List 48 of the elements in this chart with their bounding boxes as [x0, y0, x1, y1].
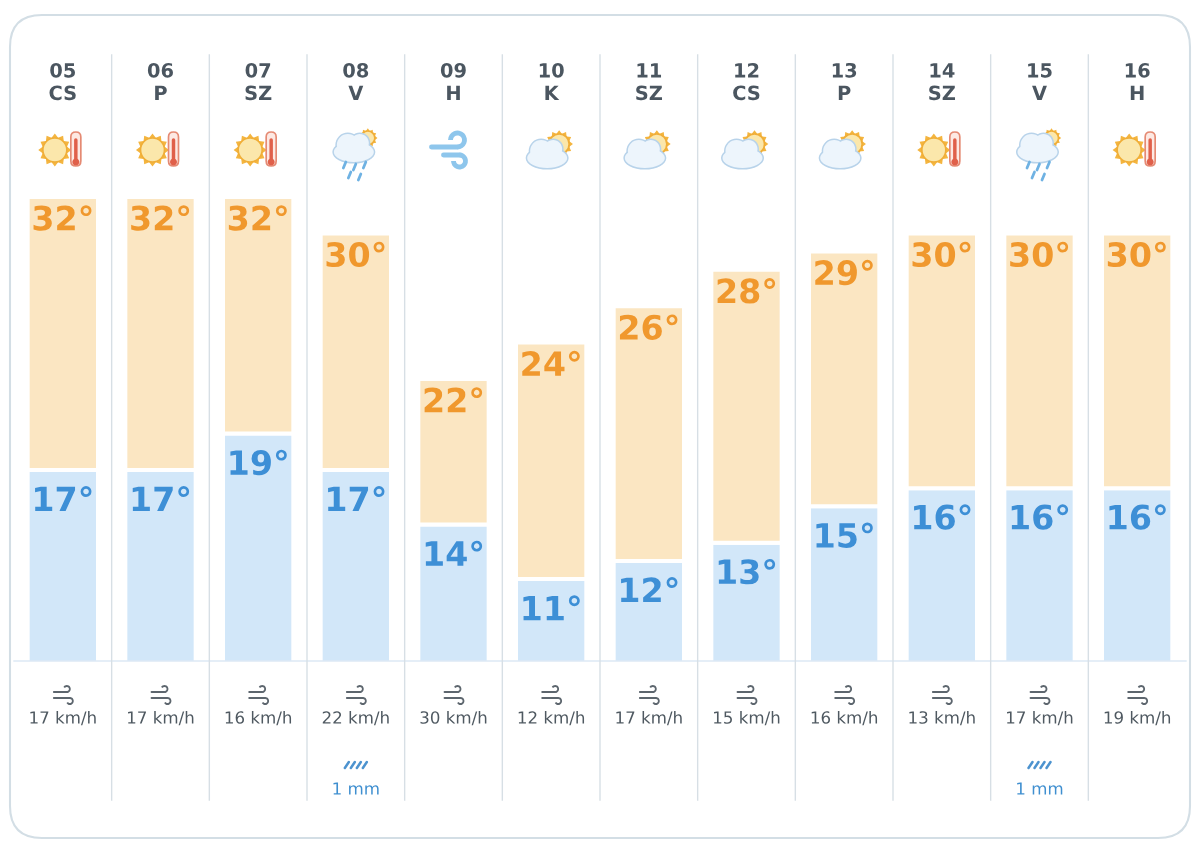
total-label: 30°: [1107, 241, 1166, 268]
text: 30 km/h: [420, 710, 487, 726]
data-label: 16°: [1109, 504, 1166, 530]
total-label: 22°: [424, 387, 483, 413]
text: 22 km/h 1 mm: [322, 710, 389, 795]
data-label: 11°: [523, 595, 580, 621]
text: 17 km/h: [616, 710, 682, 726]
data-label: 19°: [230, 449, 287, 476]
data-label: 14°: [425, 540, 483, 566]
total-label: 32°: [131, 205, 190, 231]
x-tick-label: 15 V: [1028, 63, 1052, 100]
total-label: 32°: [228, 205, 287, 231]
text: 16 km/h: [811, 710, 878, 726]
total-label: 30°: [1010, 241, 1069, 268]
x-tick-label: 08 V: [343, 62, 369, 100]
text: 12 km/h: [518, 710, 585, 726]
data-label: 15°: [816, 522, 873, 548]
x-tick-label: 09 H: [440, 62, 466, 100]
x-tick-label: 14 SZ: [929, 63, 956, 101]
text: 19 km/h: [1104, 710, 1171, 726]
text: 15 km/h: [714, 710, 780, 726]
data-label: 13°: [718, 558, 776, 585]
data-label: 12°: [621, 577, 678, 603]
text: 17 km/h 1 mm: [1007, 710, 1073, 795]
total-label: 29°: [815, 259, 873, 286]
x-tick-label: 07 SZ: [245, 62, 272, 101]
data-label: 16°: [914, 504, 971, 530]
text: 13 km/h: [909, 710, 975, 726]
x-tick-label: 10 K: [539, 62, 564, 100]
total-label: 24°: [522, 350, 580, 376]
x-tick-label: 06 P: [147, 62, 173, 100]
total-label: 30°: [912, 241, 971, 268]
text: 17 km/h: [30, 710, 96, 726]
total-label: 30°: [326, 241, 385, 268]
data-label: 17°: [328, 486, 385, 512]
text: 16 km/h: [225, 710, 292, 726]
data-label: 16°: [1011, 504, 1069, 530]
data-label: 17°: [132, 486, 190, 512]
x-tick-label: 13 P: [832, 62, 857, 100]
total-label: 28°: [717, 278, 776, 304]
x-tick-label: 16 H: [1125, 62, 1150, 100]
total-label: 26°: [619, 314, 678, 340]
data-label: 17°: [35, 486, 92, 512]
total-label: 32°: [33, 205, 92, 231]
x-tick-label: 12 CS: [733, 62, 760, 101]
x-tick-label: 11 SZ: [636, 63, 663, 101]
text: 17 km/h: [128, 710, 194, 726]
x-tick-label: 05 CS: [49, 62, 76, 101]
